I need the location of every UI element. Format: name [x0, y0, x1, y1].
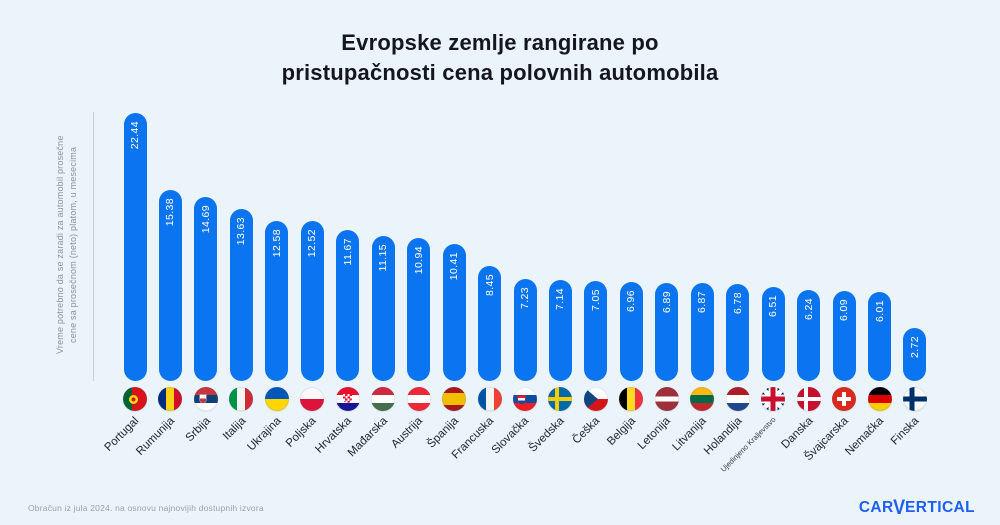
- bar-value: 6.51: [767, 294, 780, 317]
- bar-value: 6.78: [731, 291, 744, 314]
- bar-value: 12.58: [270, 228, 283, 257]
- bar-pt: 22.44: [123, 112, 147, 381]
- logo-text-car: CAR: [858, 499, 894, 516]
- bar-value: 14.69: [199, 205, 212, 234]
- bar-value: 8.45: [483, 273, 496, 296]
- bar-lt: 6.87: [690, 282, 714, 381]
- bar-cz: 7.05: [584, 280, 608, 381]
- bar-ch: 6.09: [832, 291, 856, 381]
- bar-value: 10.94: [412, 246, 425, 275]
- bar-de: 6.01: [868, 292, 891, 381]
- bar-value: 2.72: [908, 336, 921, 359]
- bar-lv: 6.89: [655, 282, 679, 381]
- bar-value: 7.05: [589, 288, 602, 311]
- chart-title: Evropske zemlje rangirane po pristupačno…: [281, 30, 719, 85]
- bar-value: 6.01: [873, 300, 886, 323]
- flag-se-icon: [548, 387, 573, 411]
- bar-hu: 11.15: [371, 236, 395, 381]
- y-axis-line: [93, 112, 94, 381]
- bar-sk: 7.23: [513, 279, 537, 381]
- flag-cz-icon: [583, 387, 608, 411]
- flag-fi-icon: [902, 387, 927, 411]
- flag-lv-icon: [654, 387, 679, 411]
- flag-nl-icon: [725, 387, 750, 411]
- bar-es: 10.41: [442, 244, 466, 381]
- flag-fr-icon: [477, 387, 502, 411]
- bar-value: 12.52: [306, 229, 319, 258]
- flag-dk-icon: [796, 387, 821, 411]
- country-label: Italija: [220, 415, 248, 443]
- bar-value: 7.14: [554, 288, 567, 311]
- bar-pl: 12.52: [300, 221, 324, 381]
- country-label: Rumunija: [134, 415, 177, 458]
- bar-ro: 15.38: [158, 189, 182, 381]
- bar-value: 6.09: [838, 299, 850, 322]
- bar-gb: 6.51: [761, 286, 785, 381]
- flag-lt-icon: [690, 387, 715, 411]
- country-label: Finska: [888, 415, 922, 448]
- flag-rs-icon: [193, 387, 218, 411]
- flag-ch-icon: [832, 387, 856, 411]
- bar-value: 10.41: [448, 252, 461, 281]
- country-label: Austrija: [389, 415, 426, 451]
- country-label: Srbija: [183, 415, 213, 445]
- country-label: Ukrajina: [244, 415, 284, 454]
- bar-fi: 2.72: [903, 328, 927, 381]
- flag-pt-icon: [123, 387, 147, 411]
- bar-dk: 6.24: [797, 289, 821, 381]
- flag-ro-icon: [158, 387, 183, 411]
- bar-value: 6.96: [625, 289, 638, 312]
- country-label: Slovačka: [489, 415, 532, 457]
- logo-v-icon: V: [893, 495, 906, 519]
- flag-es-icon: [442, 387, 467, 411]
- bar-rs: 14.69: [194, 197, 218, 381]
- flag-sk-icon: [513, 387, 537, 411]
- flag-it-icon: [229, 387, 254, 411]
- bar-value: 7.23: [519, 287, 531, 310]
- bar-fr: 8.45: [478, 265, 501, 381]
- country-label: Španija: [424, 415, 461, 451]
- bar-be: 6.96: [619, 281, 643, 381]
- bar-at: 10.94: [407, 238, 431, 381]
- bar-it: 13.63: [229, 209, 253, 381]
- bar-nl: 6.78: [726, 283, 750, 381]
- flag-gb-icon: [761, 387, 786, 411]
- country-label: Belgija: [604, 415, 638, 448]
- bar-value: 11.15: [377, 244, 390, 272]
- bar-value: 15.38: [164, 197, 177, 227]
- y-axis-label: Vreme potrebno da se zaradi za automobil…: [55, 135, 78, 354]
- flag-be-icon: [619, 387, 644, 411]
- bar-value: 6.24: [802, 297, 815, 320]
- country-label: Švedska: [527, 415, 567, 455]
- flag-hu-icon: [371, 387, 396, 411]
- logo-text-ertical: ERTICAL: [905, 499, 975, 516]
- carvertical-logo: CARVERTICAL: [858, 495, 975, 519]
- bar-ua: 12.58: [265, 220, 289, 381]
- bar-value: 6.87: [696, 290, 709, 313]
- country-label: Poljska: [283, 415, 319, 450]
- country-label: Češka: [570, 415, 603, 447]
- country-label: Letonija: [636, 415, 674, 452]
- footnote: Obračun iz jula 2024. na osnovu najnovij…: [28, 503, 264, 513]
- bar-value: 11.67: [341, 238, 354, 266]
- bar-value: 22.44: [129, 120, 141, 149]
- flag-hr-icon: [335, 387, 360, 411]
- flag-at-icon: [406, 387, 431, 411]
- flag-de-icon: [867, 387, 892, 411]
- bar-value: 13.63: [235, 217, 248, 246]
- flag-pl-icon: [300, 387, 325, 411]
- flag-ua-icon: [264, 387, 289, 411]
- bar-value: 6.89: [660, 290, 673, 313]
- bar-se: 7.14: [548, 280, 572, 381]
- bar-hr: 11.67: [336, 230, 360, 381]
